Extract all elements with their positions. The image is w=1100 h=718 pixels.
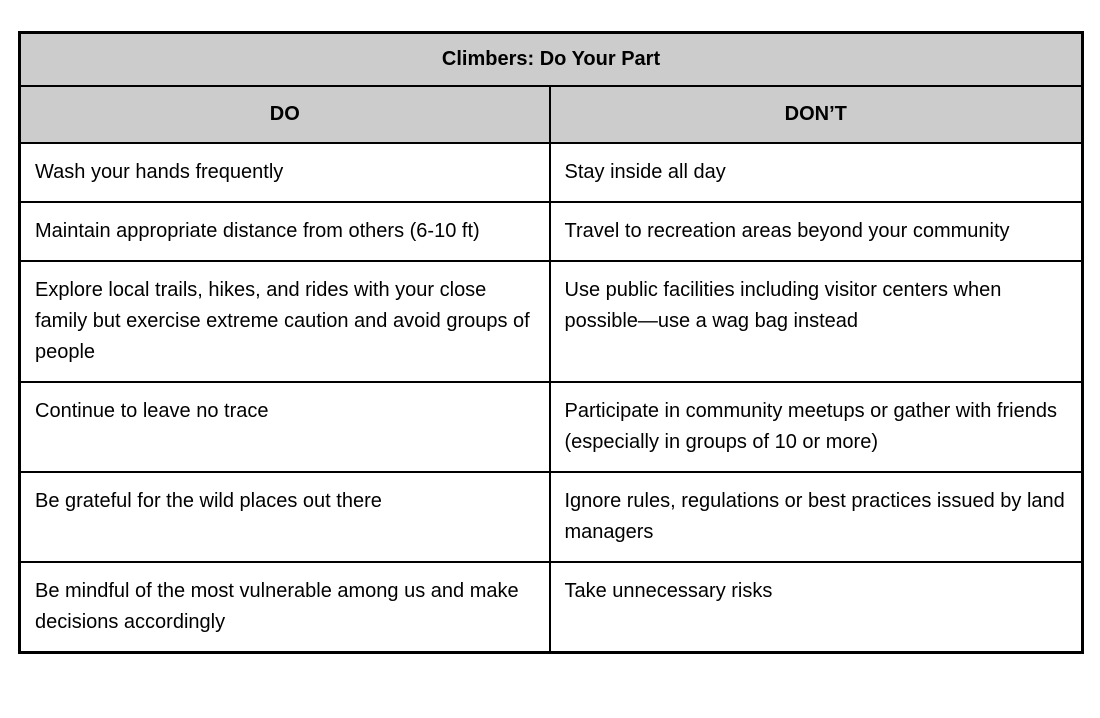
do-cell: Be mindful of the most vulnerable among … (18, 561, 551, 654)
table-title: Climbers: Do Your Part (18, 31, 1084, 87)
dont-cell: Use public facilities including visitor … (548, 260, 1084, 383)
table-row: Wash your hands frequently Stay inside a… (18, 142, 1084, 203)
do-cell: Continue to leave no trace (18, 381, 551, 473)
do-cell: Be grateful for the wild places out ther… (18, 471, 551, 563)
table-row: Be mindful of the most vulnerable among … (18, 561, 1084, 654)
column-header-row: DO DON’T (18, 85, 1084, 144)
dont-cell: Travel to recreation areas beyond your c… (548, 201, 1084, 262)
climbers-do-your-part-table: Climbers: Do Your Part DO DON’T Wash you… (18, 31, 1085, 654)
table-row: Explore local trails, hikes, and rides w… (18, 260, 1084, 383)
table-row: Continue to leave no trace Participate i… (18, 381, 1084, 473)
dont-cell: Take unnecessary risks (548, 561, 1084, 654)
dont-cell: Ignore rules, regulations or best practi… (548, 471, 1084, 563)
do-cell: Maintain appropriate distance from other… (18, 201, 551, 262)
column-header-dont: DON’T (548, 85, 1084, 144)
dont-cell: Stay inside all day (548, 142, 1084, 203)
dont-cell: Participate in community meetups or gath… (548, 381, 1084, 473)
table-row: Be grateful for the wild places out ther… (18, 471, 1084, 563)
do-cell: Wash your hands frequently (18, 142, 551, 203)
column-header-do: DO (18, 85, 551, 144)
title-row: Climbers: Do Your Part (18, 31, 1084, 87)
do-cell: Explore local trails, hikes, and rides w… (18, 260, 551, 383)
table-row: Maintain appropriate distance from other… (18, 201, 1084, 262)
